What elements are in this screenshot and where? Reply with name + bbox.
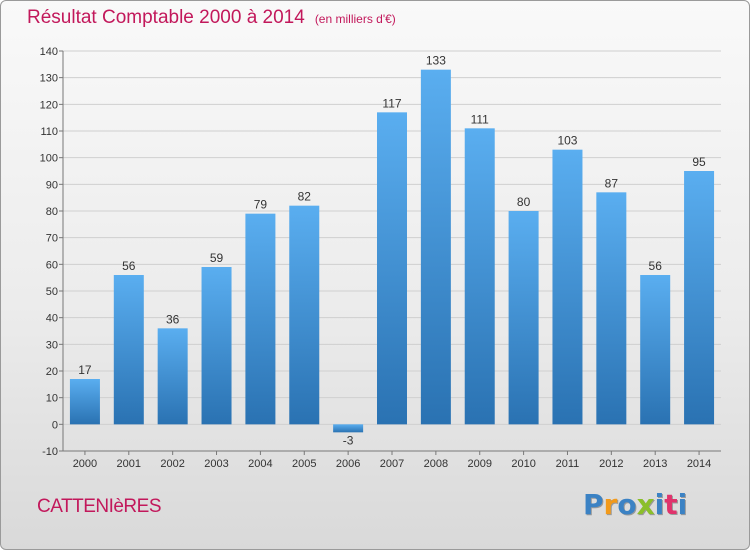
x-tick-label: 2007 [380,458,404,470]
y-tick-label: 30 [46,339,58,351]
y-tick-label: 20 [46,366,58,378]
x-tick-label: 2010 [511,458,535,470]
bar [684,171,715,425]
x-tick-label: 2003 [204,458,228,470]
y-tick-label: 120 [40,99,58,111]
data-label: 82 [298,190,312,204]
x-tick-label: 2000 [73,458,97,470]
x-tick-label: 2005 [292,458,316,470]
bar [508,211,539,425]
brand-letter: o [617,488,637,521]
bars [69,69,715,433]
y-tick-label: 80 [46,206,58,218]
bar [464,128,495,425]
data-label: 87 [605,176,619,190]
bar [377,112,407,425]
y-tick-label: 90 [46,179,58,191]
bar [289,205,320,425]
y-tick-label: 10 [46,393,58,405]
x-tick-label: 2014 [687,458,711,470]
chart-title: Résultat Comptable 2000 à 2014 (en millie… [27,7,396,29]
data-label: 80 [517,195,531,209]
x-tick-label: 2008 [424,458,448,470]
data-label: 103 [557,134,577,148]
bar [113,275,144,425]
bar [157,328,188,425]
data-label: 79 [254,198,268,212]
y-tick-label: 100 [40,153,58,165]
x-tick-label: 2002 [160,458,184,470]
y-tick-label: 130 [40,73,58,85]
axes [59,50,721,455]
brand-logo: Proxiti [583,488,687,521]
brand-letter: i [677,488,688,521]
data-label: 133 [426,54,446,68]
city-name: CATTENIèRES [37,496,162,517]
x-tick-label: 2013 [643,458,667,470]
data-label: 59 [210,251,224,265]
bar [201,267,232,425]
y-tick-label: 110 [40,126,58,138]
data-label: 111 [471,112,490,126]
data-label: 117 [382,96,401,110]
y-tick-label: -10 [42,446,58,458]
brand-letter: r [603,488,618,521]
bar [69,379,100,425]
data-label: 56 [649,259,663,273]
data-label: -3 [343,433,354,447]
data-label: 36 [166,312,180,326]
y-tick-label: 70 [46,233,58,245]
bar [420,69,451,425]
brand-letter: x [636,488,655,521]
x-tick-label: 2012 [599,458,623,470]
bar [640,275,671,425]
brand-letter: t [664,488,678,521]
y-tick-label: 40 [46,313,58,325]
x-tick-label: 2004 [248,458,272,470]
chart-subtitle: (en milliers d'€) [314,12,396,26]
bar [333,424,364,433]
data-label: 17 [78,363,92,377]
x-tick-label: 2001 [117,458,141,470]
bar [552,149,583,425]
x-tick-label: 2006 [336,458,360,470]
y-tick-label: 50 [46,286,58,298]
y-tick-label: 0 [52,419,58,431]
y-tick-label: 60 [46,259,58,271]
x-tick-label: 2009 [467,458,491,470]
bar [245,213,276,425]
chart-title-text: Résultat Comptable 2000 à 2014 [27,7,305,28]
bar [596,192,627,425]
x-tick-label: 2011 [556,458,580,470]
y-tick-label: 140 [40,46,58,58]
data-label: 56 [122,259,136,273]
data-label: 95 [692,155,706,169]
brand-letter: P [583,488,604,521]
labels: -10 0 10 20 30 40 50 60 70 80 90 100 110 120 130 140 17 2… [40,46,712,470]
brand-letter: i [654,488,665,521]
